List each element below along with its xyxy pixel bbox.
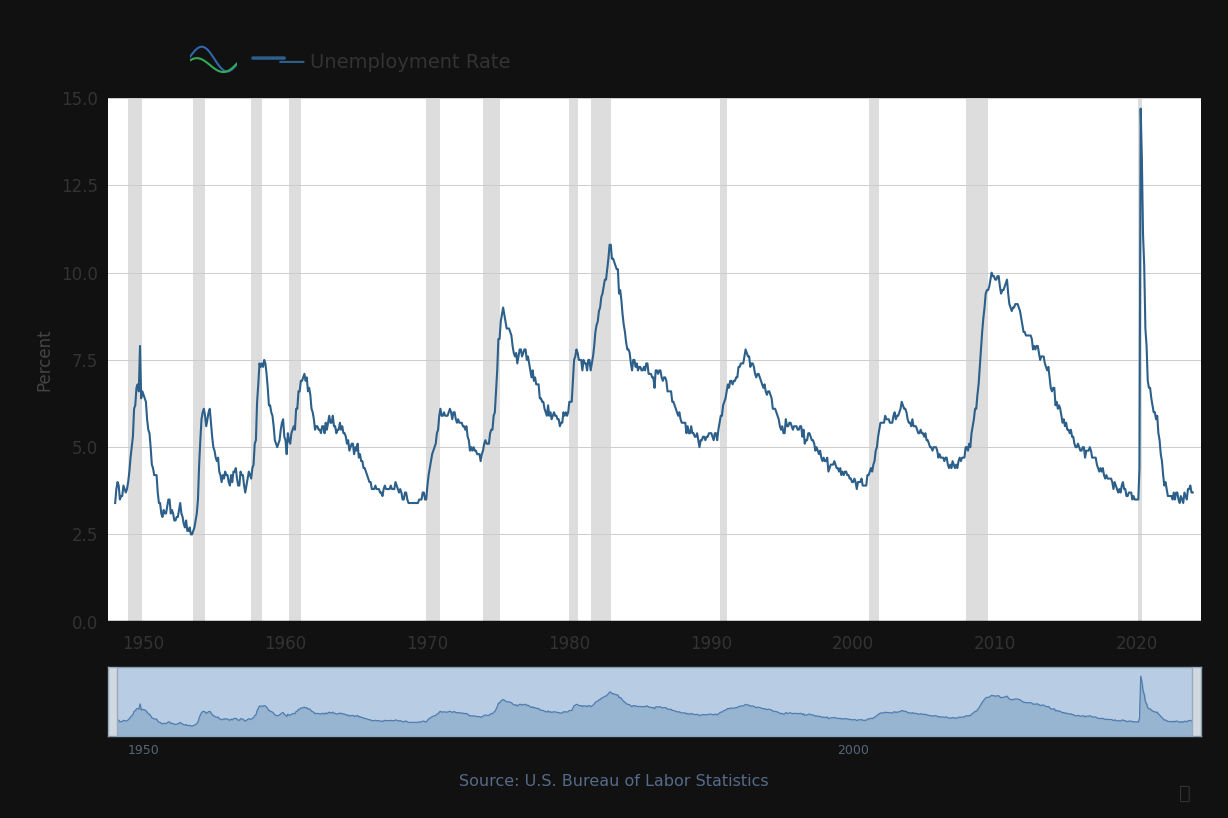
Bar xyxy=(1192,667,1201,736)
Bar xyxy=(965,98,989,622)
Text: Source: U.S. Bureau of Labor Statistics: Source: U.S. Bureau of Labor Statistics xyxy=(459,774,769,789)
Text: —: — xyxy=(278,48,306,76)
Y-axis label: Percent: Percent xyxy=(36,329,53,391)
Bar xyxy=(720,98,727,622)
Bar xyxy=(128,98,142,622)
Bar xyxy=(570,98,577,622)
Bar xyxy=(252,98,262,622)
Bar xyxy=(193,98,205,622)
Bar xyxy=(108,667,117,736)
Bar xyxy=(868,98,879,622)
Bar xyxy=(483,98,500,622)
Text: FRED: FRED xyxy=(122,45,228,79)
Bar xyxy=(1138,98,1142,622)
Text: Unemployment Rate: Unemployment Rate xyxy=(311,52,511,72)
Bar xyxy=(591,98,610,622)
Bar xyxy=(289,98,301,622)
Text: ⛶: ⛶ xyxy=(1179,784,1191,803)
Bar xyxy=(426,98,441,622)
